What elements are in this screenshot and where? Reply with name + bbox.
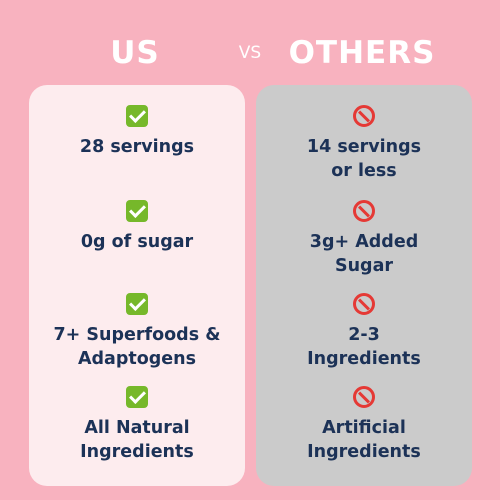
others-item-label: 14 servings or less [306,137,422,181]
prohibited-icon [353,105,375,127]
us-item-servings: 28 servings [29,105,245,159]
us-panel: 28 servings 0g of sugar 7+ Superfoods & … [29,85,245,486]
us-item-label: 0g of sugar [80,232,194,252]
vs-label: VS [238,43,262,63]
others-heading: OTHERS [288,35,436,71]
us-item-label: All Natural Ingredients [80,418,194,462]
us-heading: US [110,35,160,71]
check-icon [126,293,148,315]
others-item-sugar: 3g+ Added Sugar [256,200,472,278]
us-item-label: 28 servings [79,137,195,157]
us-item-natural: All Natural Ingredients [29,386,245,464]
us-item-sugar: 0g of sugar [29,200,245,254]
others-item-artificial: Artificial Ingredients [256,386,472,464]
others-item-ingredients: 2-3 Ingredients [256,293,472,371]
others-item-label: Artificial Ingredients [307,418,421,462]
check-icon [126,386,148,408]
prohibited-icon [353,200,375,222]
check-icon [126,200,148,222]
us-item-superfoods: 7+ Superfoods & Adaptogens [29,293,245,371]
prohibited-icon [353,386,375,408]
others-item-label: 3g+ Added Sugar [309,232,419,276]
check-icon [126,105,148,127]
others-item-label: 2-3 Ingredients [307,325,421,369]
us-item-label: 7+ Superfoods & Adaptogens [53,325,221,369]
prohibited-icon [353,293,375,315]
others-panel: 14 servings or less 3g+ Added Sugar 2-3 … [256,85,472,486]
others-item-servings: 14 servings or less [256,105,472,183]
